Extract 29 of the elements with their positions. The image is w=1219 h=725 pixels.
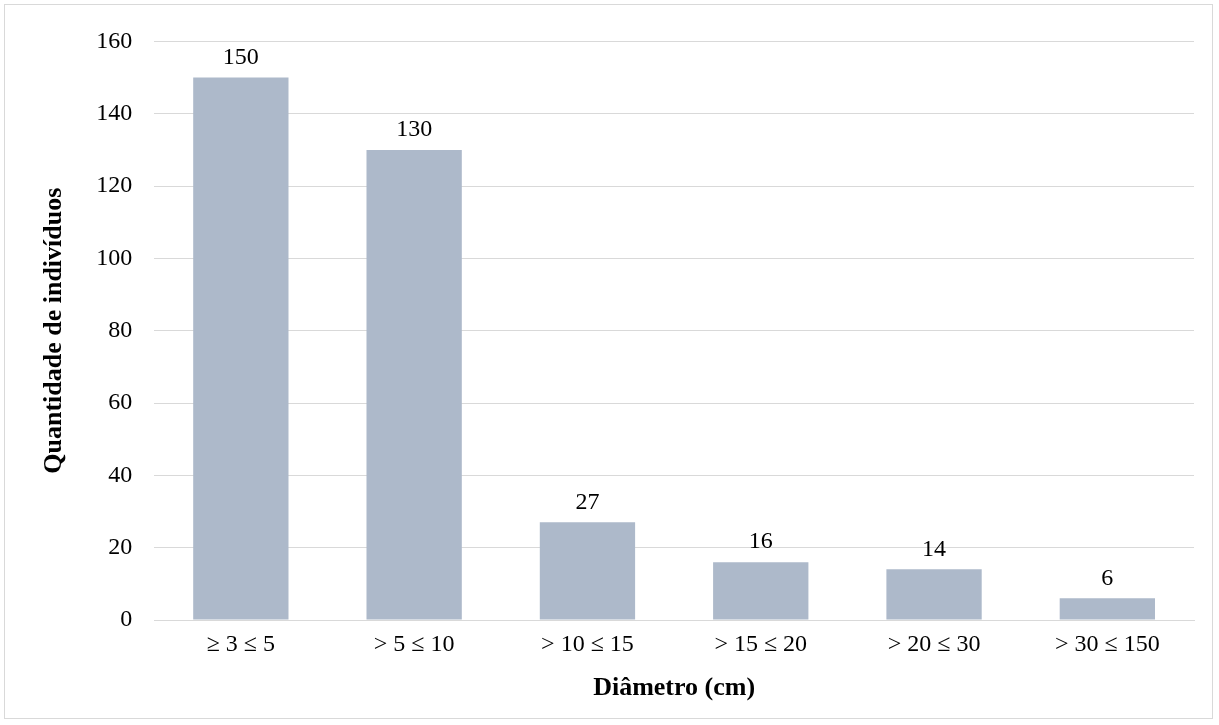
data-label: 150 bbox=[222, 42, 259, 69]
bar bbox=[713, 562, 809, 620]
bar bbox=[366, 149, 462, 620]
y-tick-label: 120 bbox=[96, 171, 133, 198]
y-tick-label: 60 bbox=[108, 388, 133, 415]
y-tick-label: 80 bbox=[108, 316, 133, 342]
y-tick-label: 160 bbox=[96, 26, 133, 53]
x-tick-label: > 5 ≤ 10 bbox=[373, 629, 455, 656]
data-label: 16 bbox=[748, 527, 773, 554]
y-tick-label: 20 bbox=[108, 532, 133, 559]
data-label: 6 bbox=[1101, 563, 1114, 590]
data-label: 14 bbox=[922, 534, 947, 561]
y-axis-title: Quantidade de indivíduos bbox=[38, 187, 68, 474]
data-label: 130 bbox=[396, 115, 433, 142]
data-label: 27 bbox=[575, 487, 600, 514]
bar bbox=[539, 522, 636, 620]
y-tick-label: 0 bbox=[120, 605, 133, 632]
x-tick-label: > 20 ≤ 30 bbox=[887, 629, 981, 656]
x-tick-label: ≥ 3 ≤ 5 bbox=[206, 629, 276, 656]
x-axis-title: Diâmetro (cm) bbox=[593, 672, 756, 702]
bar bbox=[193, 77, 289, 620]
x-tick-label: > 15 ≤ 20 bbox=[714, 629, 808, 656]
x-tick-label: > 30 ≤ 150 bbox=[1054, 629, 1160, 656]
bar bbox=[1059, 598, 1156, 620]
bar bbox=[886, 569, 982, 620]
y-tick-label: 100 bbox=[96, 243, 133, 270]
y-tick-label: 40 bbox=[108, 460, 133, 487]
y-tick-label: 140 bbox=[96, 99, 133, 126]
x-tick-label: > 10 ≤ 15 bbox=[541, 629, 634, 656]
